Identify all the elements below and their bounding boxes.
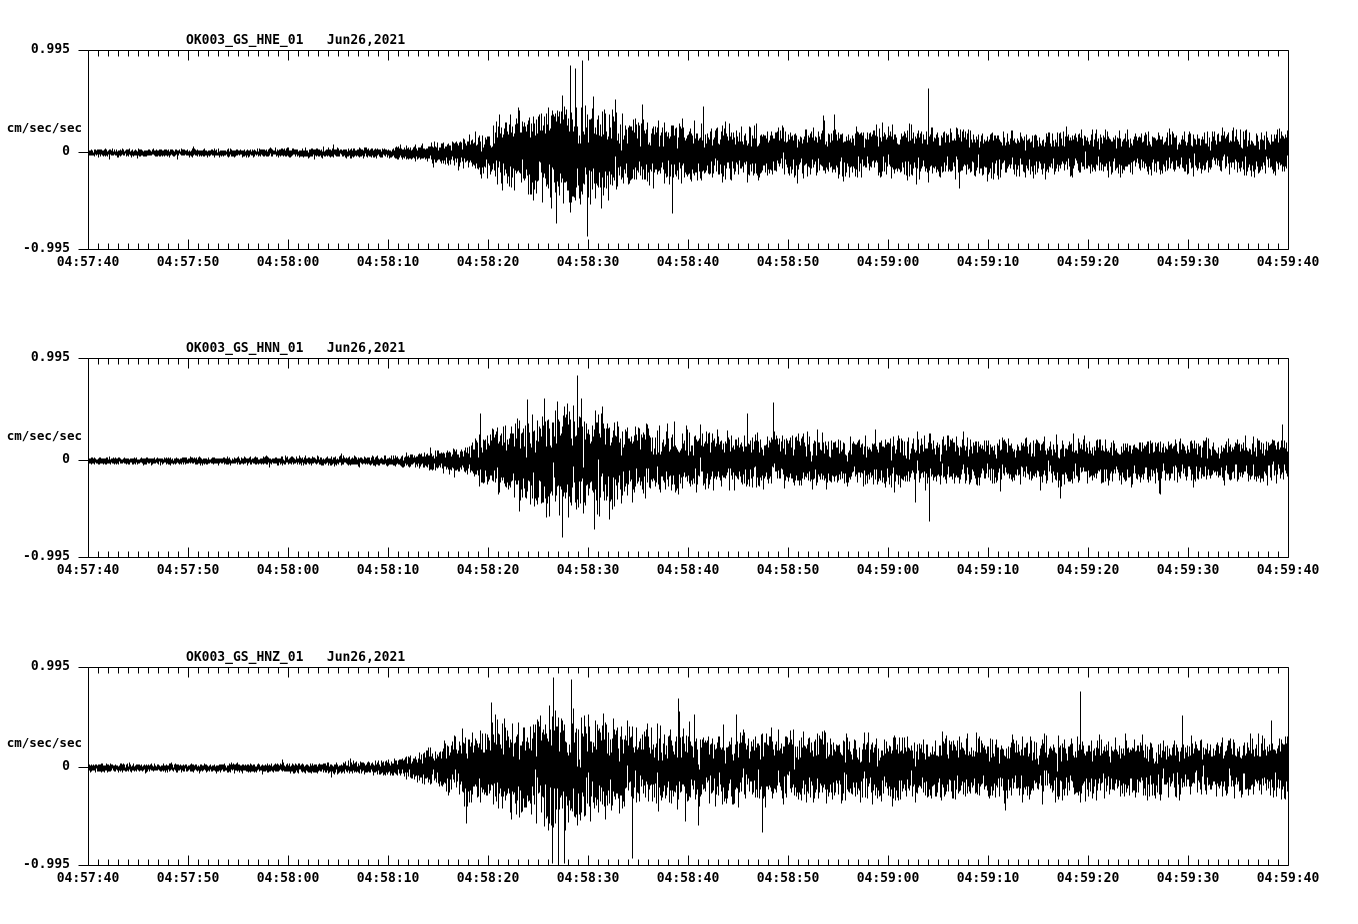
x-tick-label: 04:59:30: [1156, 871, 1220, 886]
x-tick-label: 04:59:00: [856, 871, 920, 886]
x-tick-label: 04:59:00: [856, 563, 920, 578]
x-tick-label: 04:58:50: [756, 255, 820, 270]
x-tick-label: 04:59:10: [956, 255, 1020, 270]
x-tick-label: 04:58:30: [556, 871, 620, 886]
x-tick-label: 04:59:20: [1056, 871, 1120, 886]
x-tick-label: 04:59:10: [956, 563, 1020, 578]
y-axis-unit-label-hnz: cm/sec/sec: [6, 735, 82, 750]
panel-title-hnn: OK003_GS_HNN_01 Jun26,2021: [186, 341, 406, 356]
x-tick-label: 04:58:20: [456, 871, 520, 886]
y-tick-label: -0.995: [23, 857, 70, 872]
x-tick-label: 04:58:40: [656, 563, 720, 578]
x-tick-label: 04:58:50: [756, 871, 820, 886]
y-tick-label: 0: [62, 452, 70, 467]
x-tick-label: 04:59:20: [1056, 563, 1120, 578]
y-tick-label: 0: [62, 759, 70, 774]
y-axis-unit-label-hne: cm/sec/sec: [6, 120, 82, 135]
x-tick-label: 04:58:50: [756, 563, 820, 578]
x-tick-label: 04:58:00: [256, 871, 320, 886]
panel-title-hnz: OK003_GS_HNZ_01 Jun26,2021: [186, 650, 406, 665]
x-tick-label: 04:58:10: [356, 871, 420, 886]
x-tick-label: 04:58:30: [556, 563, 620, 578]
x-tick-label: 04:57:40: [56, 255, 120, 270]
x-tick-label: 04:58:00: [256, 255, 320, 270]
y-tick-label: 0.995: [30, 350, 70, 365]
x-tick-label: 04:58:20: [456, 563, 520, 578]
x-tick-label: 04:59:30: [1156, 255, 1220, 270]
x-tick-label: 04:58:00: [256, 563, 320, 578]
x-tick-label: 04:59:40: [1256, 563, 1320, 578]
y-tick-label: -0.995: [23, 241, 70, 256]
y-axis-unit-label-hnn: cm/sec/sec: [6, 428, 82, 443]
x-tick-label: 04:59:40: [1256, 871, 1320, 886]
panel-title-hne: OK003_GS_HNE_01 Jun26,2021: [186, 33, 406, 48]
x-tick-label: 04:57:50: [156, 255, 220, 270]
x-tick-label: 04:59:20: [1056, 255, 1120, 270]
x-tick-label: 04:58:20: [456, 255, 520, 270]
x-tick-label: 04:57:40: [56, 563, 120, 578]
x-tick-label: 04:58:30: [556, 255, 620, 270]
x-tick-label: 04:59:40: [1256, 255, 1320, 270]
y-tick-label: 0: [62, 144, 70, 159]
x-tick-label: 04:58:10: [356, 255, 420, 270]
y-tick-label: 0.995: [30, 42, 70, 57]
y-tick-label: 0.995: [30, 659, 70, 674]
x-tick-label: 04:59:00: [856, 255, 920, 270]
x-tick-label: 04:57:50: [156, 563, 220, 578]
y-tick-label: -0.995: [23, 549, 70, 564]
x-tick-label: 04:57:50: [156, 871, 220, 886]
x-tick-label: 04:58:40: [656, 871, 720, 886]
x-tick-label: 04:57:40: [56, 871, 120, 886]
x-tick-label: 04:59:10: [956, 871, 1020, 886]
x-tick-label: 04:58:10: [356, 563, 420, 578]
x-tick-label: 04:59:30: [1156, 563, 1220, 578]
x-tick-label: 04:58:40: [656, 255, 720, 270]
